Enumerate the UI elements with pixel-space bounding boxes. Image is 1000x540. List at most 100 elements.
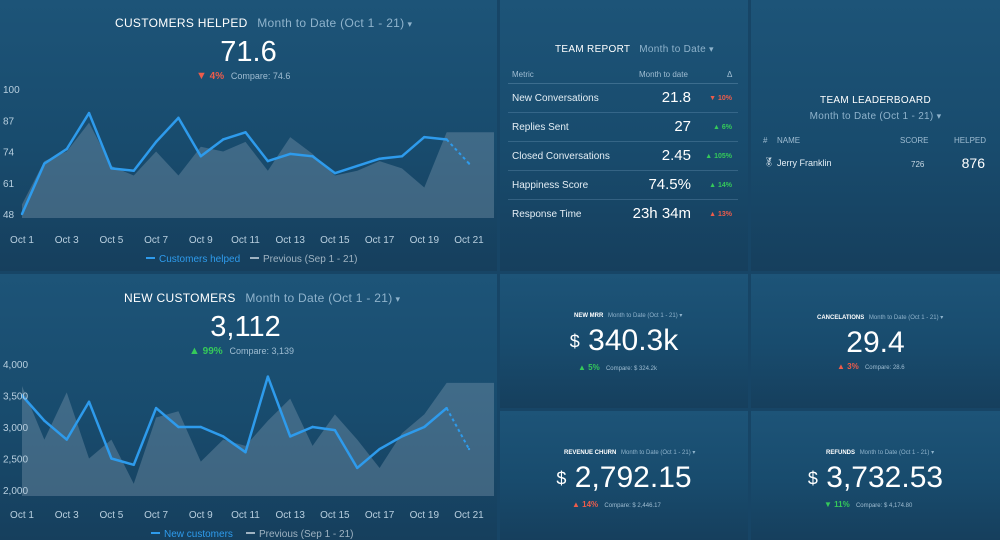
new-mrr-widget: NEW MRR Month to Date (Oct 1 - 21) ▾ $ 3…: [500, 274, 748, 408]
data-point: [110, 457, 113, 460]
period-dropdown[interactable]: Month to Date (Oct 1 - 21) ▾: [751, 111, 1000, 122]
member-helped: 876: [961, 155, 985, 171]
previous-series-area: [22, 122, 494, 218]
column-header-delta: Δ: [727, 70, 733, 79]
period-dropdown[interactable]: Month to Date (Oct 1 - 21) ▾: [257, 16, 412, 30]
team-report-widget: TEAM REPORT Month to Date ▾ Metric Month …: [500, 0, 748, 271]
delta-percent: 11%: [834, 500, 850, 509]
x-tick-label: Oct 17: [365, 510, 395, 521]
y-tick-label: 2,500: [3, 455, 28, 466]
y-tick-label: 3,000: [3, 423, 28, 434]
chevron-down-icon: ▾: [931, 450, 935, 456]
metric-name: Replies Sent: [512, 122, 569, 133]
main-value-row: $ 2,792.15: [500, 461, 748, 495]
chevron-down-icon: ▾: [936, 111, 942, 121]
period-dropdown[interactable]: Month to Date (Oct 1 - 21) ▾: [621, 450, 695, 456]
data-point: [20, 394, 24, 397]
metric-change: ▼ 10%: [709, 95, 732, 102]
x-tick-label: Oct 9: [189, 235, 213, 246]
delta-percent: 99%: [202, 346, 223, 357]
x-tick-label: Oct 21: [454, 510, 484, 521]
x-tick-label: Oct 7: [144, 235, 168, 246]
metric-value: 2.45: [661, 147, 691, 164]
period-dropdown[interactable]: Month to Date ▾: [639, 44, 714, 55]
metric-name: Closed Conversations: [512, 151, 610, 162]
legend-previous-label[interactable]: Previous (Sep 1 - 21): [263, 254, 358, 265]
period-label: Month to Date (Oct 1 - 21): [809, 111, 934, 122]
data-point: [65, 438, 68, 441]
metric-name: New Conversations: [512, 93, 599, 104]
column-header-score: SCORE: [900, 136, 929, 145]
comparison-row: ▼ 4% Compare: 74.6: [196, 70, 290, 82]
period-label: Month to Date: [639, 44, 706, 55]
x-tick-label: Oct 21: [454, 235, 484, 246]
widget-name: TEAM REPORT: [555, 44, 631, 55]
medal-icon: 🏅︎: [763, 157, 775, 167]
compare-value: Compare: 74.6: [230, 71, 291, 81]
data-point: [333, 171, 337, 175]
data-point: [266, 375, 270, 378]
new-customers-widget: NEW CUSTOMERS Month to Date (Oct 1 - 21)…: [0, 274, 497, 540]
main-value-row: $ 340.3k: [500, 324, 748, 358]
data-point: [87, 400, 91, 403]
member-name: Jerry Franklin: [777, 158, 832, 168]
legend-previous-label[interactable]: Previous (Sep 1 - 21): [259, 529, 354, 540]
widget-title: NEW CUSTOMERS Month to Date (Oct 1 - 21)…: [124, 291, 400, 305]
data-point: [110, 167, 113, 170]
comparison-row: ▲ 99% Compare: 3,139: [189, 345, 294, 357]
x-tick-label: Oct 3: [55, 235, 79, 246]
x-tick-label: Oct 15: [320, 510, 350, 521]
data-point: [378, 157, 381, 160]
data-point: [65, 147, 68, 151]
widget-name: CANCELATIONS: [817, 315, 865, 321]
metric-name: Response Time: [512, 209, 582, 220]
x-tick-label: Oct 11: [231, 510, 260, 521]
chevron-down-icon: ▾: [708, 44, 714, 54]
data-point: [199, 425, 202, 429]
column-header-metric: Metric: [512, 70, 534, 79]
legend-current-label[interactable]: Customers helped: [159, 254, 240, 265]
table-row: Response Time 23h 34m ▲ 13%: [508, 200, 738, 229]
revenue-churn-widget: REVENUE CHURN Month to Date (Oct 1 - 21)…: [500, 411, 748, 540]
x-tick-label: Oct 5: [99, 235, 123, 246]
data-point: [132, 463, 135, 466]
x-tick-label: Oct 13: [275, 235, 305, 246]
y-tick-label: 87: [3, 116, 15, 127]
data-point: [221, 435, 225, 438]
period-dropdown[interactable]: Month to Date (Oct 1 - 21) ▾: [608, 313, 682, 319]
legend-current-label[interactable]: New customers: [164, 529, 233, 540]
change-percent: 13%: [717, 211, 732, 218]
widget-name: CUSTOMERS HELPED: [115, 16, 248, 30]
period-dropdown[interactable]: Month to Date (Oct 1 - 21) ▾: [245, 291, 400, 305]
period-label: Month to Date (Oct 1 - 21): [621, 450, 691, 456]
data-point: [400, 435, 404, 438]
data-point: [199, 155, 202, 158]
period-dropdown[interactable]: Month to Date (Oct 1 - 21) ▾: [869, 315, 943, 321]
metric-value: 74.5%: [648, 176, 691, 193]
period-label: Month to Date (Oct 1 - 21): [859, 450, 930, 456]
metric-name: Happiness Score: [512, 180, 589, 191]
chevron-down-icon: ▾: [407, 19, 413, 29]
data-point: [244, 131, 247, 134]
x-tick-label: Oct 19: [410, 510, 440, 521]
compare-value: Compare: 3,139: [229, 346, 295, 356]
column-header-rank: #: [763, 136, 768, 145]
customers-helped-chart: 100 87 74 61 48 Oct 1 Oct 3 Oct 5 Oct 7 Oct 9 Oct …: [3, 85, 494, 265]
compare-value: Compare: $ 2,446.17: [604, 503, 661, 509]
delta-percent: 3%: [847, 362, 859, 371]
refunds-widget: REFUNDS Month to Date (Oct 1 - 21) ▾ $ 3…: [751, 411, 1000, 540]
widget-title: REVENUE CHURN Month to Date (Oct 1 - 21)…: [564, 449, 695, 456]
y-tick-label: 48: [3, 210, 15, 221]
column-header-helped: HELPED: [954, 136, 987, 145]
x-tick-label: Oct 17: [365, 235, 395, 246]
y-tick-label: 3,500: [3, 392, 28, 403]
member-score: 726: [911, 160, 925, 169]
table-row: Happiness Score 74.5% ▲ 14%: [508, 171, 738, 200]
period-dropdown[interactable]: Month to Date (Oct 1 - 21) ▾: [860, 450, 934, 456]
data-point: [221, 138, 225, 141]
data-point: [378, 447, 381, 451]
data-point: [154, 406, 158, 410]
chevron-down-icon: ▾: [395, 294, 401, 304]
data-point: [467, 447, 471, 451]
x-tick-label: Oct 19: [410, 235, 440, 246]
